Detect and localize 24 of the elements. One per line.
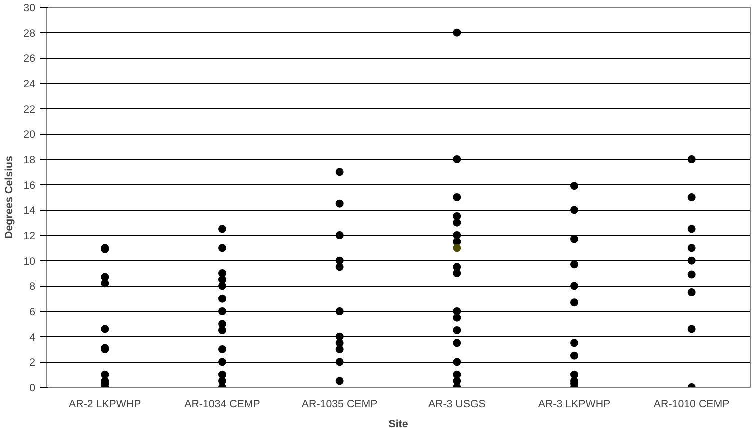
y-tick-label: 24 xyxy=(24,78,36,90)
x-tick-label: AR-3 USGS xyxy=(428,398,486,410)
y-tick-label: 10 xyxy=(24,256,36,268)
y-tick-label: 14 xyxy=(24,205,36,218)
y-tick-label: 12 xyxy=(24,230,36,242)
x-axis-title: Site xyxy=(388,418,408,430)
y-tick-label: 18 xyxy=(24,154,36,166)
y-tick-label: 4 xyxy=(30,332,36,344)
y-tick-label: 0 xyxy=(30,382,36,394)
x-tick-label: AR-3 LKPWHP xyxy=(538,398,611,410)
y-tick-label: 20 xyxy=(24,129,36,142)
x-tick-label: AR-1035 CEMP xyxy=(302,398,378,410)
x-tick-label: AR-1034 CEMP xyxy=(184,398,260,410)
x-tick-label: AR-1010 CEMP xyxy=(654,398,730,410)
y-tick-label: 16 xyxy=(24,180,36,192)
y-tick-label: 28 xyxy=(24,28,36,40)
x-tick-label: AR-2 LKPWHP xyxy=(69,398,142,410)
y-tick-label: 22 xyxy=(24,104,36,116)
y-tick-label: 6 xyxy=(30,306,36,318)
y-axis-title: Degrees Celsius xyxy=(4,156,16,239)
y-tick-label: 2 xyxy=(30,357,36,370)
y-tick-label: 30 xyxy=(24,2,36,14)
y-tick-label: 26 xyxy=(24,53,36,66)
y-tick-label: 8 xyxy=(30,281,36,294)
